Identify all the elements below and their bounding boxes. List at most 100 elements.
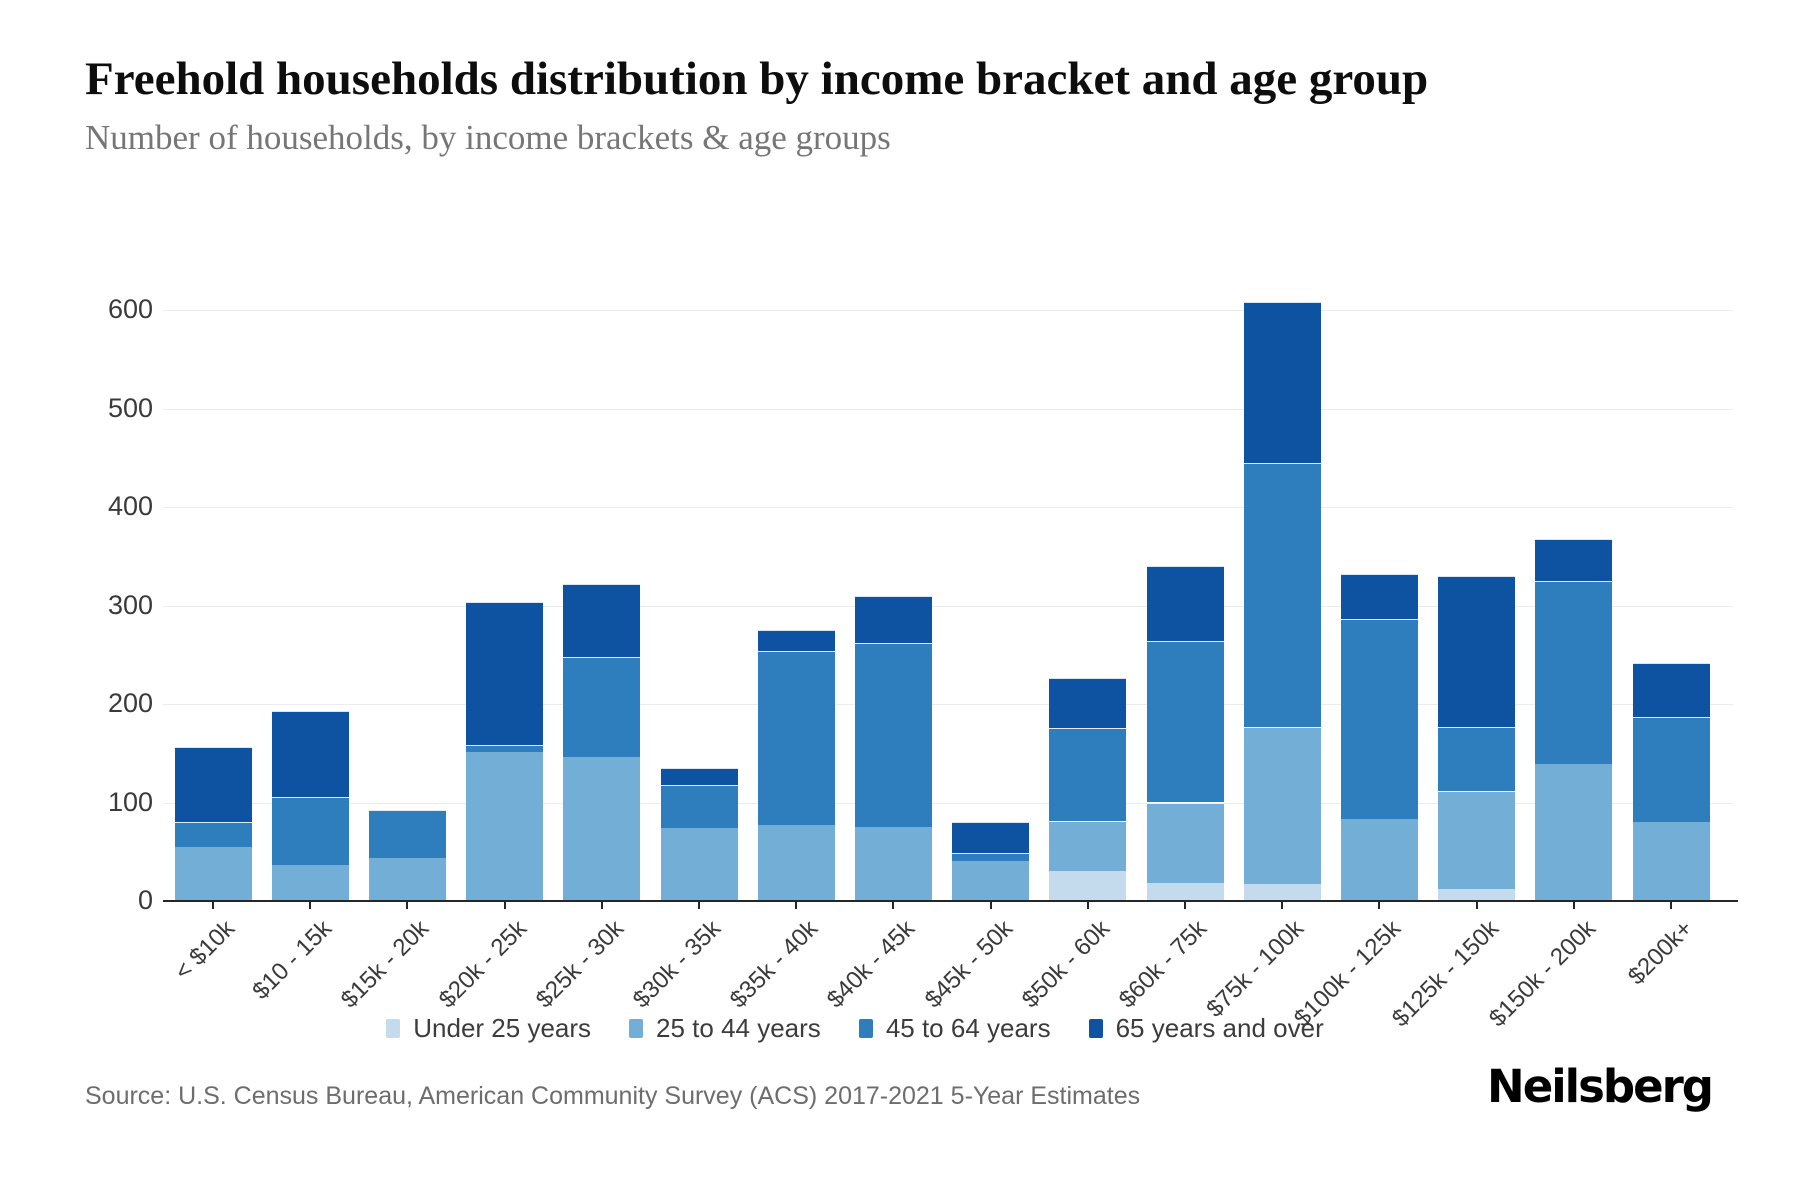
- bar-$100k - 125k-45 to 64 years[interactable]: [1340, 619, 1418, 820]
- bar-$45k - 50k-45 to 64 years[interactable]: [952, 852, 1030, 861]
- bar-$200k+-65 years and over[interactable]: [1632, 662, 1710, 717]
- bar-$30k - 35k-25 to 44 years[interactable]: [660, 828, 738, 901]
- bar-$125k - 150k-25 to 44 years[interactable]: [1438, 790, 1516, 890]
- legend-swatch: [858, 1018, 873, 1038]
- legend-swatch: [629, 1018, 644, 1038]
- x-axis-tick: [309, 902, 312, 909]
- bar-$50k - 60k-25 to 44 years[interactable]: [1049, 821, 1127, 872]
- bar-$30k - 35k-45 to 64 years[interactable]: [660, 784, 738, 829]
- bar-$10 - 15k-65 years and over[interactable]: [271, 710, 349, 797]
- bar-$60k - 75k-45 to 64 years[interactable]: [1146, 640, 1224, 803]
- bar-< $10k-65 years and over[interactable]: [174, 747, 252, 823]
- bar-$45k - 50k-25 to 44 years[interactable]: [952, 860, 1030, 901]
- x-axis-tick: [1086, 902, 1089, 909]
- x-axis-tick: [1670, 902, 1672, 909]
- bar-$60k - 75k-25 to 44 years[interactable]: [1146, 802, 1224, 884]
- y-axis-tick-label: 600: [107, 294, 153, 324]
- bar-$75k - 100k-65 years and over[interactable]: [1243, 302, 1321, 463]
- bar-$125k - 150k-45 to 64 years[interactable]: [1438, 726, 1516, 791]
- bar-$20k - 25k-25 to 44 years[interactable]: [466, 752, 544, 901]
- bar-$15k - 20k-25 to 44 years[interactable]: [368, 857, 446, 901]
- x-axis-tick: [698, 902, 700, 909]
- gridline-y-600: [163, 310, 1733, 311]
- bar-$20k - 25k-65 years and over[interactable]: [466, 601, 544, 746]
- x-axis-tick: [989, 902, 992, 909]
- bar-$125k - 150k-Under 25 years[interactable]: [1438, 889, 1516, 901]
- gridline-y-100: [163, 802, 1733, 804]
- bar-$60k - 75k-65 years and over[interactable]: [1146, 566, 1224, 641]
- legend: Under 25 years 25 to 44 years 45 to 64 yea…: [0, 1008, 1710, 1048]
- bar-$25k - 30k-65 years and over[interactable]: [563, 583, 641, 657]
- gridline-y-400: [163, 507, 1733, 508]
- bar-$200k+-25 to 44 years[interactable]: [1632, 822, 1710, 901]
- y-axis-tick-label: 100: [107, 786, 153, 817]
- bar-< $10k-45 to 64 years[interactable]: [174, 822, 252, 847]
- bar-$200k+-45 to 64 years[interactable]: [1632, 716, 1710, 823]
- legend-swatch: [1088, 1018, 1103, 1038]
- bar-$25k - 30k-45 to 64 years[interactable]: [563, 656, 641, 758]
- bar-$60k - 75k-Under 25 years[interactable]: [1146, 883, 1224, 901]
- bar-$15k - 20k-45 to 64 years[interactable]: [368, 810, 446, 858]
- y-axis-tick-label: 0: [137, 885, 153, 915]
- bar-$35k - 40k-25 to 44 years[interactable]: [757, 825, 835, 901]
- x-axis-tick: [406, 902, 409, 909]
- bar-< $10k-25 to 44 years[interactable]: [174, 846, 252, 901]
- bar-$35k - 40k-65 years and over[interactable]: [757, 630, 835, 651]
- bar-$150k - 200k-25 to 44 years[interactable]: [1535, 764, 1613, 901]
- bar-$50k - 60k-45 to 64 years[interactable]: [1049, 727, 1127, 822]
- legend-label: 45 to 64 years: [885, 1012, 1051, 1043]
- legend-label: 65 years and over: [1115, 1012, 1324, 1043]
- x-axis-tick: [795, 902, 798, 909]
- x-axis-tick: [1184, 902, 1186, 909]
- bar-$75k - 100k-Under 25 years[interactable]: [1243, 884, 1321, 901]
- bar-$50k - 60k-65 years and over[interactable]: [1049, 678, 1127, 728]
- legend-item-Under 25 years[interactable]: Under 25 years: [386, 1013, 591, 1044]
- page-title: Freehold households distribution by inco…: [85, 53, 1429, 105]
- x-axis-tick: [1572, 902, 1575, 909]
- y-axis-tick-label: 500: [107, 392, 153, 423]
- legend-label: Under 25 years: [413, 1012, 592, 1043]
- bar-$35k - 40k-45 to 64 years[interactable]: [757, 650, 835, 826]
- bar-$100k - 125k-65 years and over[interactable]: [1340, 573, 1418, 620]
- gridline-y-500: [163, 408, 1733, 410]
- bar-$10 - 15k-45 to 64 years[interactable]: [271, 796, 349, 865]
- gridline-y-300: [163, 605, 1733, 607]
- bar-$150k - 200k-45 to 64 years[interactable]: [1535, 580, 1613, 765]
- legend-swatch: [386, 1018, 401, 1038]
- x-axis-line: [163, 900, 1738, 902]
- logo-text: Neilsberg: [1487, 1060, 1714, 1113]
- x-axis-tick: [503, 902, 506, 909]
- legend-item-45 to 64 years[interactable]: 45 to 64 years: [858, 1012, 1051, 1044]
- x-axis-tick: [600, 902, 603, 909]
- y-axis-tick-label: 200: [107, 688, 153, 718]
- bar-$40k - 45k-65 years and over[interactable]: [854, 595, 932, 643]
- bar-$10 - 15k-25 to 44 years[interactable]: [271, 864, 349, 901]
- bar-$20k - 25k-45 to 64 years[interactable]: [466, 745, 544, 753]
- legend-item-65 years and over[interactable]: 65 years and over: [1088, 1012, 1324, 1044]
- bar-$75k - 100k-45 to 64 years[interactable]: [1243, 462, 1321, 727]
- x-axis-tick: [1378, 902, 1381, 909]
- bar-$125k - 150k-65 years and over[interactable]: [1438, 575, 1516, 727]
- x-axis-tick: [1281, 902, 1284, 909]
- x-axis-tick: [212, 902, 214, 909]
- bar-$150k - 200k-65 years and over[interactable]: [1535, 538, 1613, 581]
- bar-$40k - 45k-25 to 44 years[interactable]: [854, 827, 932, 901]
- bar-$25k - 30k-25 to 44 years[interactable]: [563, 757, 641, 901]
- bar-$40k - 45k-45 to 64 years[interactable]: [854, 642, 932, 828]
- y-axis-tick-label: 300: [107, 589, 153, 620]
- gridline-y-200: [163, 704, 1733, 705]
- x-axis-tick: [1475, 902, 1478, 909]
- bar-$100k - 125k-25 to 44 years[interactable]: [1340, 819, 1418, 901]
- legend-label: 25 to 44 years: [656, 1012, 821, 1043]
- page-subtitle: Number of households, by income brackets…: [85, 118, 891, 157]
- legend-item-25 to 44 years[interactable]: 25 to 44 years: [629, 1013, 821, 1044]
- bar-$75k - 100k-25 to 44 years[interactable]: [1243, 726, 1321, 885]
- y-axis-tick-label: 400: [107, 491, 153, 521]
- bar-$30k - 35k-65 years and over[interactable]: [660, 768, 738, 785]
- x-axis-tick: [892, 902, 895, 909]
- bar-$50k - 60k-Under 25 years[interactable]: [1049, 871, 1127, 901]
- bar-$45k - 50k-65 years and over[interactable]: [952, 822, 1030, 853]
- source-text: Source: U.S. Census Bureau, American Com…: [85, 1082, 1141, 1110]
